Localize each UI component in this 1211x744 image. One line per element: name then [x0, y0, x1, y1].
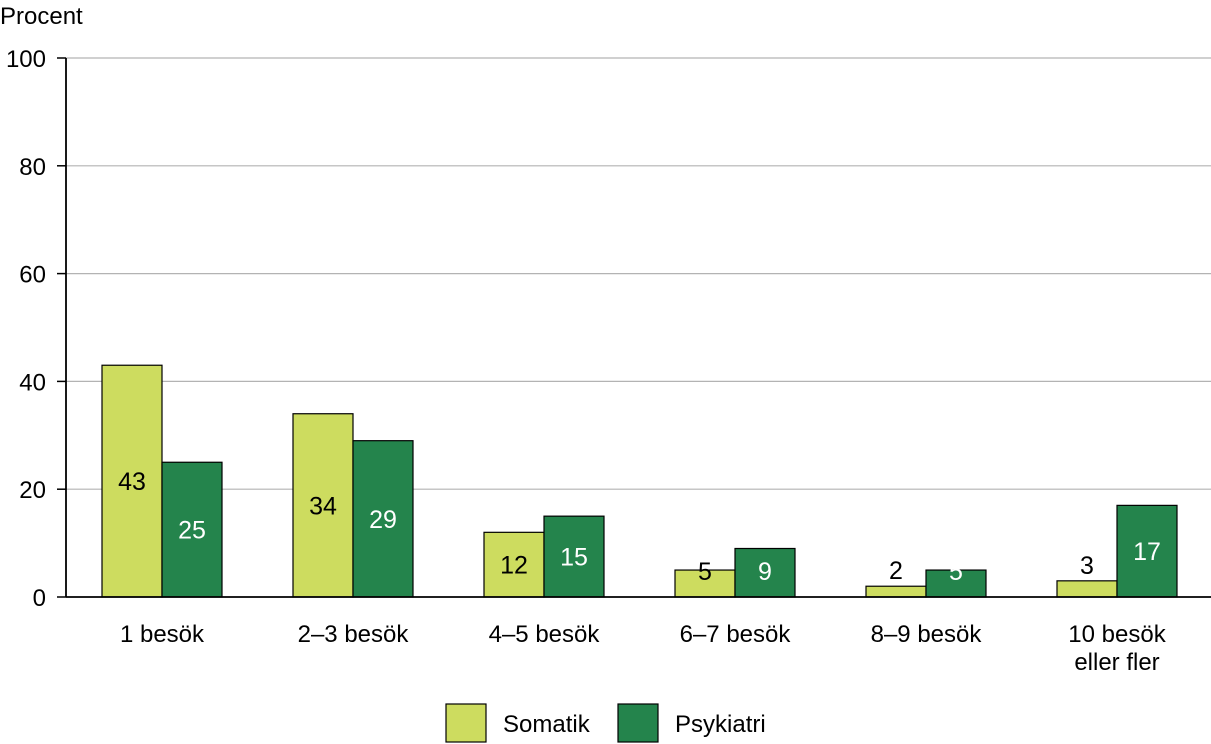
- x-tick-label-line: 2–3 besök: [298, 621, 410, 648]
- y-tick-label: 40: [19, 369, 46, 396]
- legend-swatch-psykiatri: [617, 703, 659, 743]
- data-label: 43: [118, 468, 146, 496]
- x-tick-label: 6–7 besök: [680, 621, 792, 648]
- data-label: 5: [698, 558, 712, 586]
- legend-label-psykiatri: Psykiatri: [675, 711, 766, 738]
- data-label: 29: [369, 506, 397, 534]
- gridlines: [66, 57, 1211, 490]
- data-label: 3: [1080, 552, 1094, 580]
- bar-psykiatri: [543, 515, 605, 598]
- data-label: 5: [949, 558, 963, 586]
- x-tick-label-line: eller fler: [1074, 649, 1159, 676]
- x-tick-label: 8–9 besök: [871, 621, 983, 648]
- bar-somatik: [1056, 580, 1118, 598]
- bar-psykiatri: [352, 440, 414, 598]
- x-tick-label-line: 1 besök: [120, 621, 205, 648]
- data-label: 17: [1133, 538, 1161, 566]
- bar-psykiatri: [734, 547, 796, 598]
- bar-psykiatri: [1116, 504, 1178, 598]
- y-tick-label: 80: [19, 154, 46, 181]
- x-tick-label: 4–5 besök: [489, 621, 601, 648]
- x-tick-label: 1 besök: [120, 621, 205, 648]
- x-tick-label-line: 4–5 besök: [489, 621, 601, 648]
- bar-somatik: [483, 531, 545, 598]
- y-tick-label: 20: [19, 477, 46, 504]
- data-label: 9: [758, 558, 772, 586]
- legend-label-somatik: Somatik: [503, 711, 591, 738]
- bar-somatik: [865, 585, 927, 598]
- data-label: 2: [889, 557, 903, 585]
- y-axis-title: Procent: [0, 3, 83, 30]
- legend: Somatik Psykiatri: [445, 703, 766, 743]
- y-tick-label: 60: [19, 262, 46, 289]
- x-tick-label-line: 8–9 besök: [871, 621, 983, 648]
- data-label: 15: [560, 544, 588, 572]
- data-label: 25: [178, 517, 206, 545]
- bar-somatik: [292, 413, 354, 598]
- y-tick-label: 100: [6, 46, 46, 73]
- axes: 0 20 40 60 80 100 1 besök 2–3 besök 4–5 besök 6–7…: [6, 46, 1211, 676]
- data-label: 12: [500, 552, 528, 580]
- x-tick-label: 2–3 besök: [298, 621, 410, 648]
- legend-swatch-somatik: [445, 703, 487, 743]
- y-tick-label: 0: [33, 585, 46, 612]
- bar-somatik: [674, 569, 736, 598]
- x-tick-label-line: 6–7 besök: [680, 621, 792, 648]
- x-tick-label: 10 besök eller fler: [1068, 621, 1166, 676]
- bar-psykiatri: [925, 569, 987, 598]
- x-tick-label-line: 10 besök: [1068, 621, 1166, 648]
- bar-somatik: [101, 364, 163, 598]
- data-label: 34: [309, 492, 337, 520]
